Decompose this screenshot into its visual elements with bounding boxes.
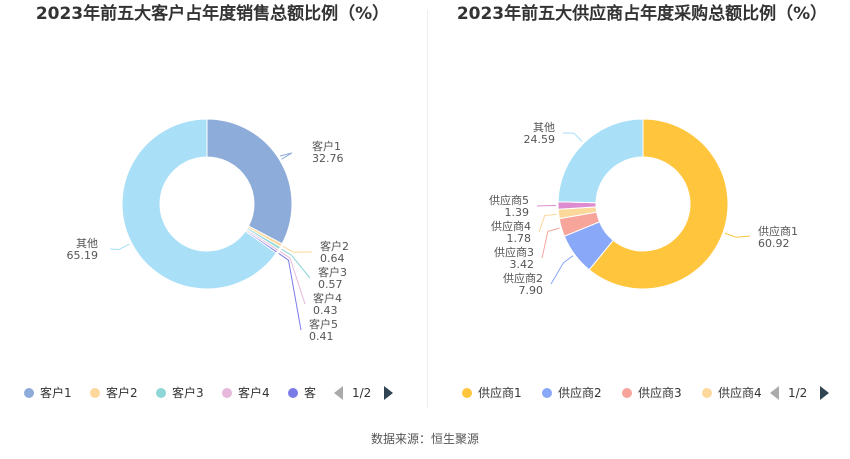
legend-marker (24, 388, 34, 398)
slice-name-label: 客户5 (309, 317, 338, 331)
donut-slice[interactable] (206, 118, 293, 245)
leader-line (538, 213, 557, 233)
chart-title: 2023年前五大客户占年度销售总额比例（%） (35, 4, 390, 24)
donut-slice[interactable] (557, 118, 644, 204)
legend-label: 客户1 (40, 386, 72, 400)
slice-value-label: 0.57 (318, 278, 343, 291)
legend-marker (90, 388, 100, 398)
slice-value-label: 7.90 (519, 284, 544, 297)
legend-marker (288, 388, 298, 398)
slice-name-label: 供应商2 (503, 271, 543, 285)
slice-name-label: 客户2 (320, 239, 349, 253)
leader-line (541, 227, 560, 259)
leader-line (282, 245, 313, 253)
legend-label: 客户4 (238, 386, 270, 400)
legend-label: 供应商2 (558, 386, 602, 400)
slice-name-label: 供应商3 (494, 245, 534, 259)
slice-value-label: 24.59 (524, 133, 556, 146)
leader-line (279, 152, 293, 160)
donut-slice[interactable] (588, 118, 729, 290)
slice-value-label: 0.64 (320, 252, 345, 265)
legend-item[interactable]: 客户1 (24, 383, 90, 403)
legend-marker (622, 388, 632, 398)
legend-label: 供应商1 (478, 386, 522, 400)
slice-name-label: 供应商1 (758, 224, 798, 238)
page-indicator: 1/2 (352, 386, 372, 400)
legend-pager: 1/2 (770, 383, 832, 403)
slice-value-label: 60.92 (758, 237, 790, 250)
prev-page-icon[interactable] (334, 386, 343, 400)
legend-item[interactable]: 供应商2 (542, 383, 622, 403)
prev-page-icon[interactable] (770, 386, 779, 400)
slice-value-label: 1.39 (505, 206, 530, 219)
slice-name-label: 供应商5 (489, 193, 529, 207)
donut-slice[interactable] (121, 118, 278, 290)
legend: 客户1 客户2 客户3 客户4 客 (24, 383, 324, 403)
slice-name-label: 客户3 (318, 265, 347, 279)
legend-marker (156, 388, 166, 398)
leader-line (562, 132, 583, 143)
leader-line (278, 252, 302, 331)
legend-marker (222, 388, 232, 398)
legend-label: 供应商4 (718, 386, 762, 400)
legend-marker (462, 388, 472, 398)
supplier-chart-panel: 2023年前五大供应商占年度采购总额比例（%） 供应商1 60.92 供应商2 7.9… (428, 0, 850, 410)
slice-name-label: 供应商4 (491, 219, 531, 233)
leader-line (281, 248, 311, 279)
chart-title: 2023年前五大供应商占年度采购总额比例（%） (456, 4, 828, 24)
legend-item[interactable]: 供应商1 (462, 383, 542, 403)
legend-marker (542, 388, 552, 398)
slice-value-label: 0.43 (313, 304, 338, 317)
slice-name-label: 其他 (533, 121, 555, 134)
divider (427, 10, 428, 408)
legend-item[interactable]: 供应商4 (702, 383, 762, 403)
slice-name-label: 其他 (76, 237, 98, 250)
leader-line (109, 243, 130, 250)
legend-label: 供应商3 (638, 386, 682, 400)
legend-label: 客户2 (106, 386, 138, 400)
legend: 供应商1 供应商2 供应商3 供应商4 (462, 383, 792, 403)
legend-pager: 1/2 (334, 383, 396, 403)
legend-item[interactable]: 客户2 (90, 383, 156, 403)
data-source: 数据来源：恒生聚源 (370, 432, 479, 446)
slice-value-label: 3.42 (510, 258, 535, 271)
next-page-icon[interactable] (820, 386, 829, 400)
leader-line (279, 251, 306, 305)
legend-marker (702, 388, 712, 398)
slice-name-label: 客户4 (313, 291, 342, 305)
legend-item[interactable]: 客 (288, 383, 316, 403)
legend-label: 客 (304, 386, 316, 400)
slice-value-label: 0.41 (309, 330, 334, 343)
legend-label: 客户3 (172, 386, 204, 400)
leader-line (550, 255, 574, 285)
slice-value-label: 1.78 (507, 232, 532, 245)
slice-value-label: 65.19 (67, 249, 99, 262)
leader-line (724, 232, 751, 238)
customer-chart-panel: 2023年前五大客户占年度销售总额比例（%） 客户1 32.76 客户2 0.64 客户… (0, 0, 425, 410)
slice-name-label: 客户1 (312, 139, 341, 153)
legend-item[interactable]: 客户4 (222, 383, 288, 403)
slice-value-label: 32.76 (312, 152, 344, 165)
legend-item[interactable]: 供应商3 (622, 383, 702, 403)
next-page-icon[interactable] (384, 386, 393, 400)
legend-item[interactable]: 客户3 (156, 383, 222, 403)
page-indicator: 1/2 (788, 386, 808, 400)
